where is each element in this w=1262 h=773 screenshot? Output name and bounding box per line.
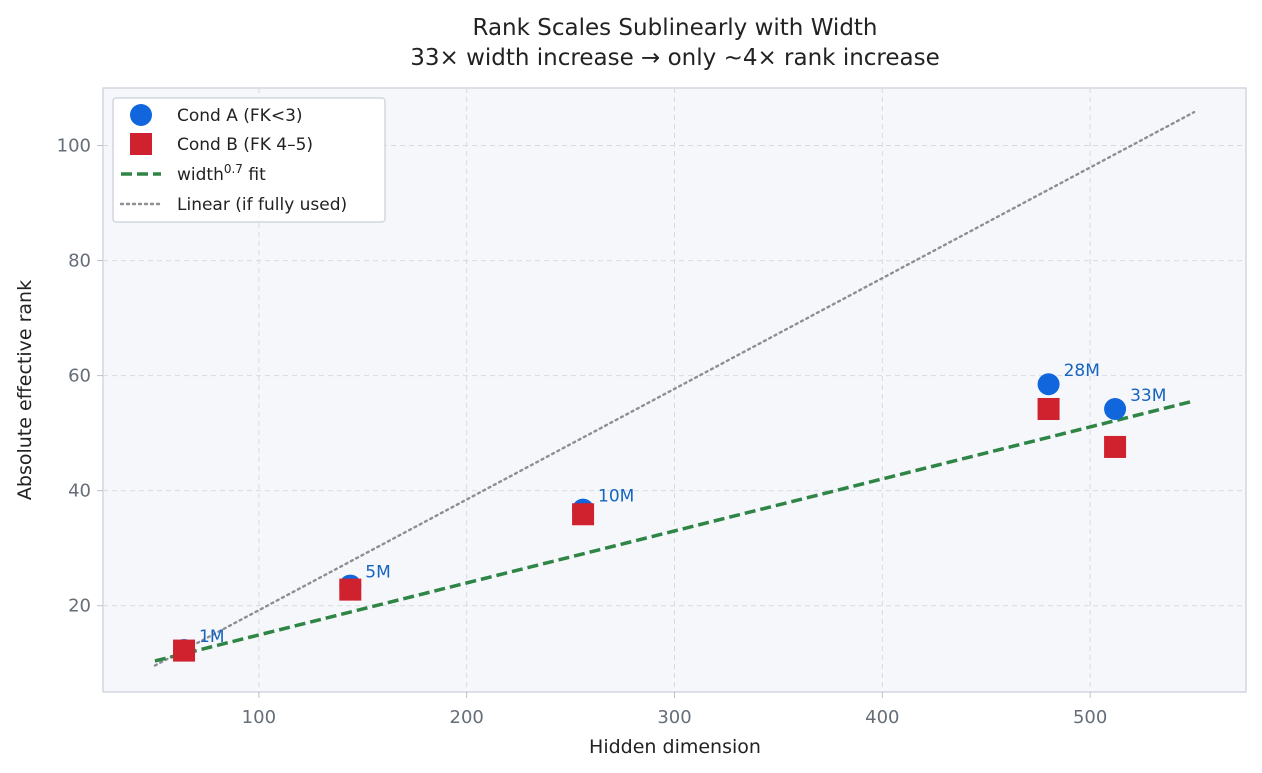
cond-b-point xyxy=(339,578,362,601)
y-tick-label: 20 xyxy=(68,596,91,617)
y-axis-ticks: 20 40 60 80 100 xyxy=(57,136,103,617)
legend-linear-label: Linear (if fully used) xyxy=(177,195,347,215)
x-tick-label: 300 xyxy=(657,707,691,728)
legend-cond-a-marker xyxy=(130,104,152,126)
cond-b-point xyxy=(572,503,595,526)
y-axis-label: Absolute effective rank xyxy=(14,280,36,500)
chart-title: Rank Scales Sublinearly with Width xyxy=(472,15,877,41)
y-tick-label: 80 xyxy=(68,251,91,272)
legend-fit-base: width xyxy=(177,165,224,185)
legend-fit-exponent: 0.7 xyxy=(224,162,243,176)
y-tick-label: 100 xyxy=(57,136,91,157)
legend: Cond A (FK<3) Cond B (FK 4–5) width0.7 f… xyxy=(112,97,386,223)
model-size-label: 5M xyxy=(365,563,390,583)
model-size-label: 1M xyxy=(199,627,224,647)
x-axis-ticks: 100 200 300 400 500 xyxy=(242,692,1107,728)
linear-reference-line xyxy=(153,110,1196,667)
cond-a-point xyxy=(1104,397,1127,420)
model-size-label: 28M xyxy=(1064,361,1100,381)
legend-box xyxy=(112,97,386,223)
cond-b-point xyxy=(1037,397,1060,420)
y-tick-label: 40 xyxy=(68,481,91,502)
model-size-label: 10M xyxy=(598,487,634,507)
legend-cond-b-marker xyxy=(130,133,152,155)
reference-lines xyxy=(153,110,1196,667)
chart-subtitle: 33× width increase → only ~4× rank incre… xyxy=(410,45,940,71)
model-size-label: 33M xyxy=(1130,386,1166,406)
legend-fit-label: width0.7 fit xyxy=(177,162,266,185)
x-tick-label: 400 xyxy=(865,707,899,728)
x-axis-label: Hidden dimension xyxy=(589,736,761,758)
legend-cond-b-label: Cond B (FK 4–5) xyxy=(177,135,313,155)
cond-a-point xyxy=(1037,373,1060,396)
y-tick-label: 60 xyxy=(68,366,91,387)
data-points xyxy=(173,373,1127,662)
x-tick-label: 100 xyxy=(242,707,276,728)
cond-b-point xyxy=(173,639,196,662)
data-point-labels: 1M 5M 10M 28M 33M xyxy=(199,361,1166,647)
cond-b-point xyxy=(1104,435,1127,458)
legend-cond-a-label: Cond A (FK<3) xyxy=(177,106,303,126)
x-tick-label: 500 xyxy=(1073,707,1107,728)
x-tick-label: 200 xyxy=(450,707,484,728)
legend-fit-suffix: fit xyxy=(243,165,266,185)
power-fit-line xyxy=(154,399,1195,663)
